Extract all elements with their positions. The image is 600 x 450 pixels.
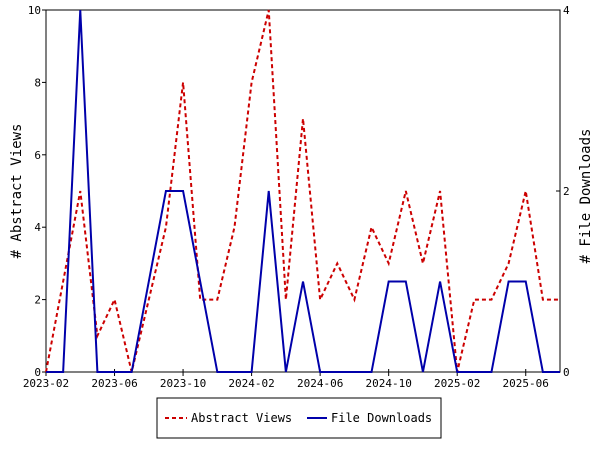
y-right-tick-label: 0 [563, 366, 570, 379]
y-axis-left-title: # Abstract Views [9, 124, 25, 259]
series-layer [45, 9, 560, 373]
legend-label-file-downloads: File Downloads [331, 411, 432, 425]
y-left-tick-label: 2 [34, 294, 41, 307]
y-right-tick-label: 4 [563, 4, 570, 17]
legend: Abstract Views File Downloads [156, 397, 442, 439]
x-tick-label: 2023-10 [160, 377, 206, 390]
y-axis-left: 0 2 4 6 8 10 [28, 4, 46, 379]
x-tick-label: 2025-06 [503, 377, 549, 390]
series-line-file-downloads [46, 9, 560, 373]
x-axis: 2023-02 2023-06 2023-10 2024-02 2024-06 2024-… [23, 369, 549, 390]
y-right-tick-label: 2 [563, 185, 570, 198]
x-tick-label: 2024-06 [297, 377, 343, 390]
y-left-tick-label: 6 [34, 149, 41, 162]
x-tick-label: 2024-10 [365, 377, 411, 390]
y-left-tick-label: 0 [34, 366, 41, 379]
legend-label-abstract-views: Abstract Views [191, 411, 292, 425]
x-tick-label: 2025-02 [434, 377, 480, 390]
x-tick-label: 2023-02 [23, 377, 69, 390]
y-left-tick-label: 4 [34, 221, 41, 234]
legend-box [156, 397, 442, 439]
x-tick-label: 2023-06 [91, 377, 137, 390]
plot-area [45, 9, 561, 373]
y-axis-right-title: # File Downloads [578, 129, 594, 264]
y-left-tick-label: 10 [28, 4, 41, 17]
y-left-tick-label: 8 [34, 76, 41, 89]
x-tick-label: 2024-02 [228, 377, 274, 390]
